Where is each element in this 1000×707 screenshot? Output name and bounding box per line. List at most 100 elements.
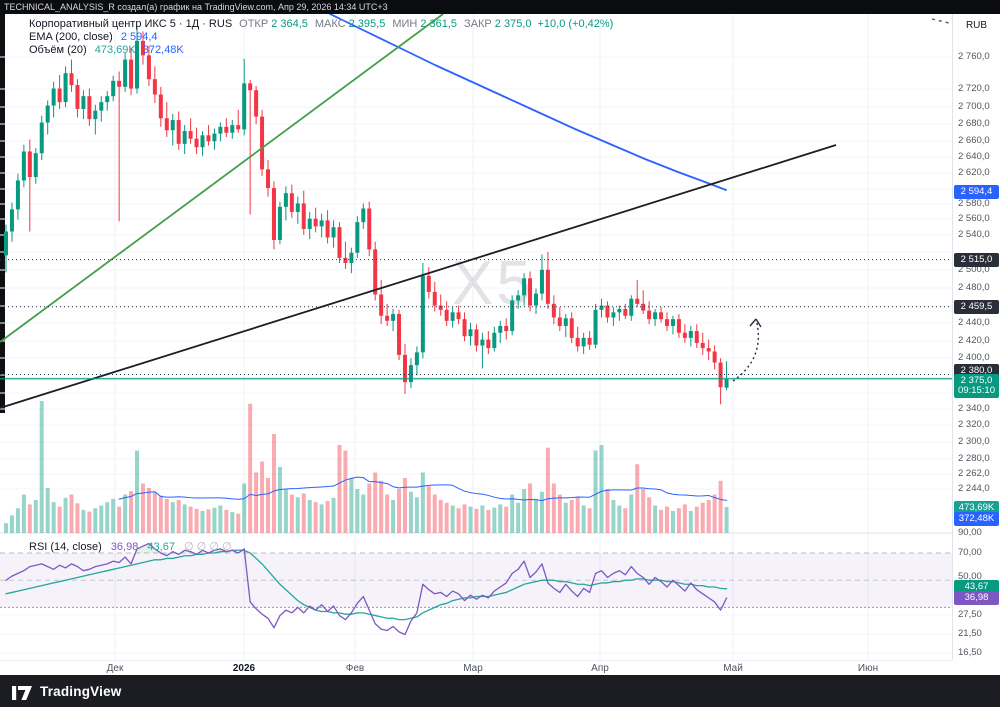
- candle-body: [528, 278, 533, 306]
- candle-body: [694, 331, 699, 343]
- price-axis-label: 2 700,0: [958, 101, 990, 112]
- rsi-legend-row[interactable]: RSI (14, close) 36,98 43,67 ∅ ∅ ∅ ∅: [29, 540, 238, 553]
- tradingview-logo-icon[interactable]: [12, 683, 33, 700]
- candle-body: [194, 138, 199, 148]
- volume-bar: [277, 467, 282, 533]
- candle-body: [593, 309, 598, 345]
- close-value: 2 375,0: [494, 18, 532, 30]
- candle-body: [57, 88, 62, 103]
- volume-bar: [539, 491, 544, 533]
- price-axis-label: 2 620,0: [958, 167, 990, 178]
- volume-bar: [343, 450, 348, 533]
- candle-body: [123, 59, 128, 87]
- candle-body: [468, 329, 473, 337]
- rsi-ma-value: 43,67: [147, 541, 175, 553]
- candle-body: [164, 118, 169, 131]
- ema-value: 2 594,4: [120, 31, 158, 43]
- candle-body: [301, 203, 306, 229]
- candle-body: [480, 339, 485, 346]
- candle-body: [343, 257, 348, 263]
- ema-label: EMA (200, close): [29, 31, 113, 43]
- volume-value: 473,69K: [94, 44, 136, 56]
- volume-bar: [307, 500, 312, 533]
- tradingview-brand-text[interactable]: TradingView: [40, 683, 122, 699]
- current-price-badge: 2 375,0 09:15:10: [954, 374, 999, 398]
- volume-bar: [367, 483, 372, 533]
- candle-body: [569, 318, 574, 338]
- candle-body: [224, 126, 229, 133]
- volume-bar: [533, 500, 538, 533]
- main-chart-legend[interactable]: Корпоративный центр ИКС 5 · 1Д · RUS ОТКР…: [29, 18, 613, 57]
- resistance-trendline: [0, 144, 837, 409]
- volume-bar: [4, 523, 8, 533]
- candle-body: [135, 40, 140, 89]
- rsi-empty-slots: ∅ ∅ ∅ ∅: [184, 541, 232, 553]
- volume-bar: [236, 513, 241, 533]
- candle-body: [659, 312, 664, 320]
- candle-body: [391, 314, 396, 321]
- candle-body: [260, 116, 265, 170]
- support-trendline: [0, 14, 444, 343]
- volume-bar: [248, 403, 253, 533]
- candle-body: [254, 90, 259, 117]
- price-axis[interactable]: RUB 2 760,0 2 720,0 2 700,0 2 680,0 2 660,0 2…: [952, 14, 1000, 660]
- volume-legend-row[interactable]: Объём (20) 473,69K 372,48K: [29, 44, 613, 57]
- volume-bar: [99, 505, 104, 533]
- volume-bar: [331, 497, 336, 533]
- symbol-title: Корпоративный центр ИКС 5 · 1Д · RUS: [29, 18, 233, 30]
- volume-bar: [414, 497, 419, 533]
- candle-body: [75, 85, 80, 109]
- volume-bar: [516, 502, 521, 533]
- candle-body: [474, 329, 479, 346]
- candle-body: [45, 105, 50, 123]
- volume-bar: [706, 500, 711, 533]
- symbol-legend-row[interactable]: Корпоративный центр ИКС 5 · 1Д · RUS ОТКР…: [29, 18, 613, 31]
- candle-body: [21, 151, 26, 181]
- publication-title-bar: TECHNICAL_ANALYSIS_R создал(а) график на…: [0, 0, 1000, 14]
- volume-bar: [659, 509, 664, 533]
- candle-body: [4, 231, 8, 256]
- close-label: ЗАКР: [464, 18, 492, 30]
- candle-body: [277, 206, 282, 240]
- volume-bar: [361, 494, 366, 533]
- ema-legend-row[interactable]: EMA (200, close) 2 594,4: [29, 31, 613, 44]
- price-axis-label: 2 400,0: [958, 352, 990, 363]
- price-axis-label: 16,50: [958, 647, 982, 658]
- volume-bar: [599, 445, 604, 533]
- candle-body: [635, 298, 640, 304]
- volume-bar: [563, 502, 568, 533]
- volume-bar: [462, 504, 467, 533]
- candle-body: [176, 120, 181, 144]
- candle-body: [152, 79, 157, 95]
- price-axis-label: 70,00: [958, 547, 982, 558]
- price-axis-label: 21,50: [958, 628, 982, 639]
- candle-body: [420, 275, 425, 353]
- volume-bar: [349, 478, 354, 533]
- low-label: МИН: [392, 18, 418, 30]
- candle-body: [700, 342, 705, 349]
- volume-bar: [450, 505, 455, 533]
- candle-body: [379, 294, 384, 316]
- volume-bar: [87, 511, 92, 533]
- price-axis-badge: 43,67: [954, 580, 999, 594]
- candle-body: [200, 135, 205, 148]
- volume-bar: [492, 507, 497, 533]
- candle-body: [498, 325, 503, 333]
- volume-bar: [182, 504, 187, 533]
- chart-canvas[interactable]: X5: [0, 14, 952, 660]
- change-value: +10,0 (+0,42%): [537, 18, 614, 30]
- candle-body: [653, 312, 658, 320]
- volume-bar: [438, 500, 443, 533]
- volume-bar: [712, 494, 717, 533]
- candle-body: [313, 218, 318, 227]
- candle-body: [242, 83, 247, 130]
- volume-bar: [81, 509, 86, 533]
- candle-body: [575, 337, 580, 347]
- candle-body: [444, 309, 449, 321]
- time-axis[interactable]: Дек 2026 Фев Мар Апр Май Июн: [0, 660, 952, 676]
- volume-bar: [140, 483, 145, 533]
- candle-body: [522, 278, 527, 296]
- price-axis-badge: 2 515,0: [954, 253, 999, 267]
- axis-decor-dashes: [931, 18, 950, 24]
- candle-body: [206, 135, 211, 142]
